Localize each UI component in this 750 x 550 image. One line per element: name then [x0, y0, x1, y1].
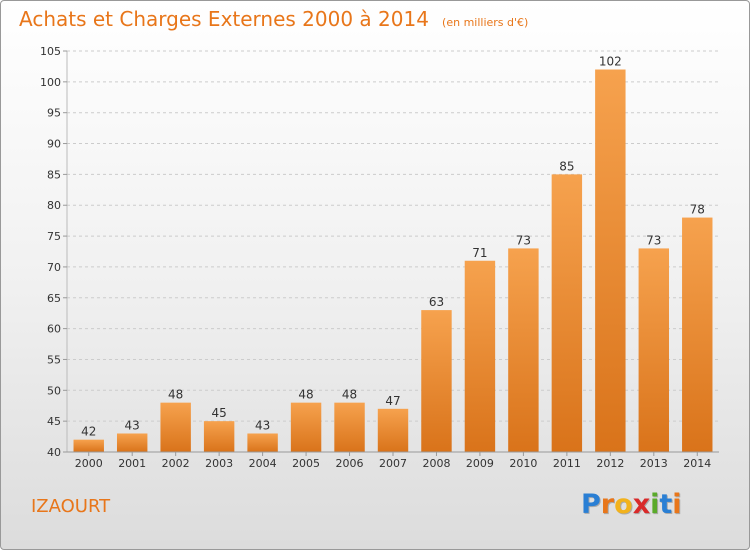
x-axis: 2000 2001 2002 2003 2004 2005 2006 2007 2008 2009… [67, 451, 719, 470]
bar [464, 260, 496, 452]
chart-subtitle: (en milliers d'€) [442, 16, 529, 29]
bar-value-label: 48 [342, 388, 357, 402]
bar-value-label: 45 [211, 406, 226, 420]
x-tick-label: 2005 [292, 457, 320, 470]
x-tick-label: 2008 [422, 457, 450, 470]
x-tick-label: 2013 [640, 457, 668, 470]
proxiti-logo[interactable]: Proxiti [581, 489, 682, 520]
bar-value-label: 78 [690, 203, 705, 217]
y-tick-label: 105 [40, 45, 61, 58]
logo-letter: x [632, 489, 651, 520]
logo-letter: i [672, 489, 682, 520]
bar [595, 69, 626, 452]
logo-letter: t [659, 489, 673, 520]
x-tick-label: 2009 [466, 457, 494, 470]
bar [638, 248, 670, 452]
y-tick-label: 80 [47, 199, 61, 212]
logo-letter: r [600, 489, 615, 520]
bar-value-label: 48 [168, 388, 183, 402]
logo-letter: P [581, 489, 601, 520]
x-tick-label: 2012 [596, 457, 624, 470]
bar [73, 439, 104, 452]
bar-value-label: 42 [81, 425, 96, 439]
bar [508, 248, 539, 452]
title-row: Achats et Charges Externes 2000 à 2014 (… [19, 7, 528, 31]
y-tick-label: 85 [47, 168, 61, 181]
y-tick-label: 75 [47, 230, 61, 243]
bar [421, 310, 452, 452]
bar [551, 174, 583, 452]
bar [247, 433, 278, 452]
bar-value-label: 71 [472, 246, 487, 260]
bar [377, 408, 409, 452]
y-tick-label: 70 [47, 261, 61, 274]
bar [116, 433, 148, 452]
y-tick-label: 95 [47, 107, 61, 120]
x-tick-label: 2001 [118, 457, 146, 470]
bar-value-label: 73 [516, 233, 531, 247]
bar-value-label: 43 [125, 418, 140, 432]
x-tick-label: 2007 [379, 457, 407, 470]
bar-value-label: 63 [429, 295, 444, 309]
bar [203, 421, 235, 452]
bar-value-label: 48 [298, 388, 313, 402]
bar [160, 402, 191, 452]
x-tick-label: 2000 [75, 457, 103, 470]
x-tick-label: 2014 [683, 457, 711, 470]
y-tick-label: 40 [47, 446, 61, 459]
bar-value-label: 43 [255, 418, 270, 432]
x-tick-label: 2004 [249, 457, 277, 470]
chart-title: Achats et Charges Externes 2000 à 2014 [19, 7, 429, 31]
y-tick-label: 60 [47, 323, 61, 336]
x-tick-label: 2010 [509, 457, 537, 470]
x-tick-label: 2003 [205, 457, 233, 470]
bar [290, 402, 322, 452]
x-tick-label: 2011 [553, 457, 581, 470]
bar-value-label: 73 [646, 233, 661, 247]
logo-letter: o [614, 489, 633, 520]
bar [682, 217, 713, 452]
bars: 42 43 48 45 43 48 48 47 63 71 73 85 102 73 78 [73, 55, 713, 452]
y-tick-label: 65 [47, 292, 61, 305]
x-tick-label: 2002 [162, 457, 190, 470]
logo-letter: i [650, 489, 660, 520]
y-tick-label: 50 [47, 384, 61, 397]
x-tick-label: 2006 [336, 457, 364, 470]
y-tick-label: 90 [47, 138, 61, 151]
bar-value-label: 102 [599, 55, 622, 69]
y-tick-label: 100 [40, 76, 61, 89]
bar-value-label: 85 [559, 159, 574, 173]
y-tick-label: 45 [47, 415, 61, 428]
y-axis: 40 45 50 55 60 65 70 75 80 85 90 95 100 105 [40, 45, 68, 459]
bar [334, 402, 365, 452]
y-tick-label: 55 [47, 353, 61, 366]
place-name: IZAOURT [31, 496, 111, 517]
bar-value-label: 47 [385, 394, 400, 408]
